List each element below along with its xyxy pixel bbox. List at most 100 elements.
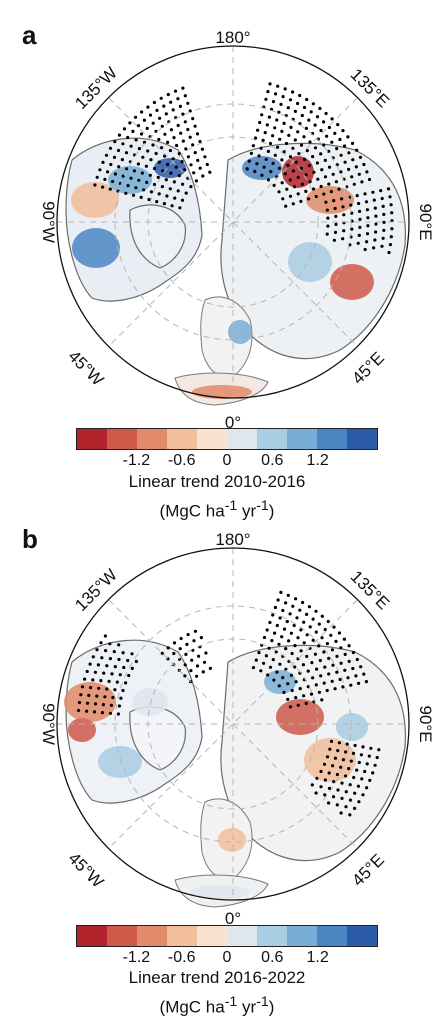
stipple-dot <box>160 146 164 150</box>
stipple-dot <box>319 152 323 156</box>
stipple-dot <box>181 139 185 143</box>
units-exponent: -1 <box>256 498 269 514</box>
stipple-dot <box>152 100 156 105</box>
stipple-dot <box>280 129 284 133</box>
stipple-dot <box>130 666 134 670</box>
stipple-dot <box>298 687 302 691</box>
stipple-dot <box>324 200 328 204</box>
stipple-dot <box>159 96 163 100</box>
colorbar-swatch <box>347 429 377 449</box>
stipple-dot <box>296 130 300 134</box>
polar-map: 180° 0° 90°W 90°E 135°W 135°E 45°W 45°E <box>39 28 434 432</box>
stipple-dot <box>259 669 263 673</box>
stipple-dot <box>129 176 133 180</box>
stipple-dot <box>325 208 329 212</box>
lon-label-right: 90°E <box>416 203 434 240</box>
stipple-dot <box>314 194 318 199</box>
stipple-dot <box>254 658 258 662</box>
stipple-dot <box>305 149 309 153</box>
stipple-dot <box>363 192 367 196</box>
stipple-dot <box>342 213 346 217</box>
stipple-dot <box>284 141 289 146</box>
stipple-dot <box>178 206 182 210</box>
stipple-dot <box>93 670 97 674</box>
stipple-dot <box>273 631 277 635</box>
stipple-dot <box>146 149 150 153</box>
stipple-dot <box>349 759 353 763</box>
stipple-dot <box>323 175 328 179</box>
stipple-dot <box>134 186 138 190</box>
stipple-dot <box>330 117 334 121</box>
panel-b: b 180° <box>0 512 434 1024</box>
stipple-dot <box>336 123 340 127</box>
stipple-dot <box>277 190 281 194</box>
lon-label-top: 180° <box>215 28 250 47</box>
colorbar-swatch <box>167 429 197 449</box>
stipple-dot <box>195 674 199 678</box>
stipple-dot <box>318 106 322 111</box>
stipple-dot <box>344 790 348 794</box>
stipple-dot <box>177 152 181 156</box>
stipple-dot <box>323 793 327 797</box>
stipple-dot <box>374 230 378 234</box>
stipple-dot <box>253 136 258 140</box>
stipple-dot <box>359 665 363 669</box>
stipple-dot <box>95 175 99 179</box>
stipple-dot <box>130 652 134 656</box>
stipple-dot <box>80 685 85 689</box>
stipple-dot <box>171 108 175 112</box>
stipple-dot <box>267 646 271 650</box>
stipple-dot <box>169 128 173 132</box>
stipple-dot <box>96 663 100 667</box>
lon-label-left: 90°W <box>39 201 58 243</box>
stipple-dot <box>120 158 124 162</box>
stipple-dot <box>263 131 267 135</box>
stipple-dot <box>309 692 314 696</box>
stipple-dot <box>365 762 369 766</box>
stipple-dot <box>201 670 205 674</box>
stipple-dot <box>105 664 109 668</box>
stipple-dot <box>304 173 308 177</box>
stipple-dot <box>205 162 209 167</box>
stipple-dot <box>175 143 179 148</box>
stipple-dot <box>282 121 286 125</box>
stipple-dot <box>285 619 289 624</box>
stipple-dot <box>155 200 159 204</box>
stipple-dot <box>89 686 93 690</box>
stipple-dot <box>323 665 327 669</box>
stipple-dot <box>184 147 188 151</box>
stipple-dot <box>319 785 323 789</box>
stipple-dot <box>272 678 276 682</box>
stipple-dot <box>293 665 297 669</box>
lon-label-lower-right: 45°E <box>348 348 388 388</box>
stipple-dot <box>339 661 343 665</box>
stipple-dot <box>315 115 320 119</box>
stipple-dot <box>335 654 339 658</box>
stipple-dot <box>361 793 365 797</box>
stipple-dot <box>118 673 122 677</box>
stipple-dot <box>354 165 358 169</box>
stipple-dot <box>195 664 200 668</box>
stipple-dot <box>183 674 187 678</box>
stipple-dot <box>335 803 339 807</box>
stipple-dot <box>193 629 197 633</box>
stipple-dot <box>251 144 255 148</box>
stipple-dot <box>294 680 298 684</box>
stipple-dot <box>151 121 155 125</box>
stipple-dot <box>296 703 300 707</box>
units-text: yr <box>237 997 257 1017</box>
stipple-dot <box>355 194 359 198</box>
stipple-dot <box>322 143 326 147</box>
stipple-dot <box>291 169 295 173</box>
stipple-dot <box>307 164 312 168</box>
stipple-dot <box>121 174 125 178</box>
stipple-dot <box>188 135 192 139</box>
stipple-dot <box>333 756 337 760</box>
stipple-dot <box>145 126 149 130</box>
stipple-dot <box>344 750 348 754</box>
stipple-dot <box>307 605 311 609</box>
stipple-dot <box>261 138 265 142</box>
graticule <box>57 548 409 900</box>
stipple-dot <box>343 144 347 148</box>
stipple-dot <box>326 619 330 624</box>
